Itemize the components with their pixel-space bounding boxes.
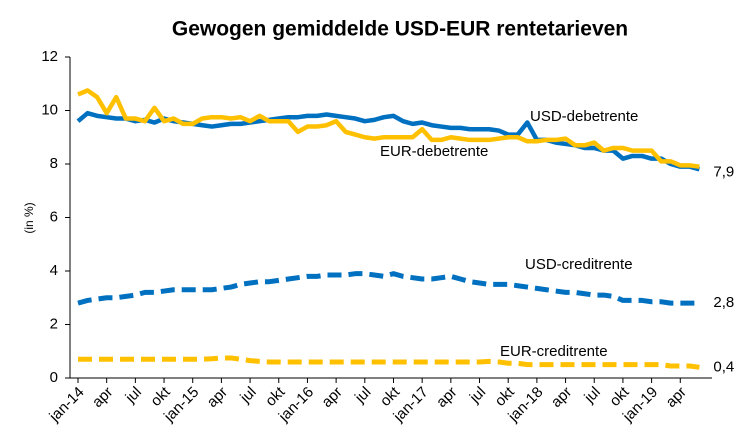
series-line [77, 271, 700, 306]
x-tick-label: apr [663, 384, 690, 411]
x-tick-label: apr [318, 384, 345, 411]
x-tick-label: jul [466, 384, 489, 407]
x-tick-label: jul [122, 384, 145, 407]
y-tick-label: 10 [41, 101, 58, 118]
x-tick-label: jul [581, 384, 604, 407]
y-axis-label: (in %) [22, 202, 36, 233]
y-tick-label: 6 [50, 208, 58, 225]
series-label: EUR-creditrente [500, 343, 608, 360]
series-label: USD-creditrente [525, 256, 633, 273]
series-label: EUR-debetrente [380, 143, 488, 160]
y-tick-label: 2 [50, 315, 58, 332]
chart-title: Gewogen gemiddelde USD-EUR rentetarieven [172, 18, 628, 41]
series-line [77, 88, 700, 169]
x-tick-label: jul [236, 384, 259, 407]
x-tick-label: jul [351, 384, 374, 407]
y-tick-label: 12 [41, 48, 58, 65]
end-label: 2,8 [713, 294, 734, 311]
y-tick-label: 0 [50, 369, 58, 386]
y-tick-label: 8 [50, 155, 58, 172]
x-tick-label: jan-14 [45, 384, 87, 426]
x-tick-label: apr [548, 384, 575, 411]
x-tick-label: apr [204, 384, 231, 411]
x-tick-label: apr [433, 384, 460, 411]
series-label: USD-debetrente [530, 108, 638, 125]
x-tick-label: apr [89, 384, 116, 411]
y-tick-label: 4 [50, 262, 58, 279]
end-label: 7,9 [713, 164, 734, 181]
end-label: 0,4 [713, 358, 734, 375]
